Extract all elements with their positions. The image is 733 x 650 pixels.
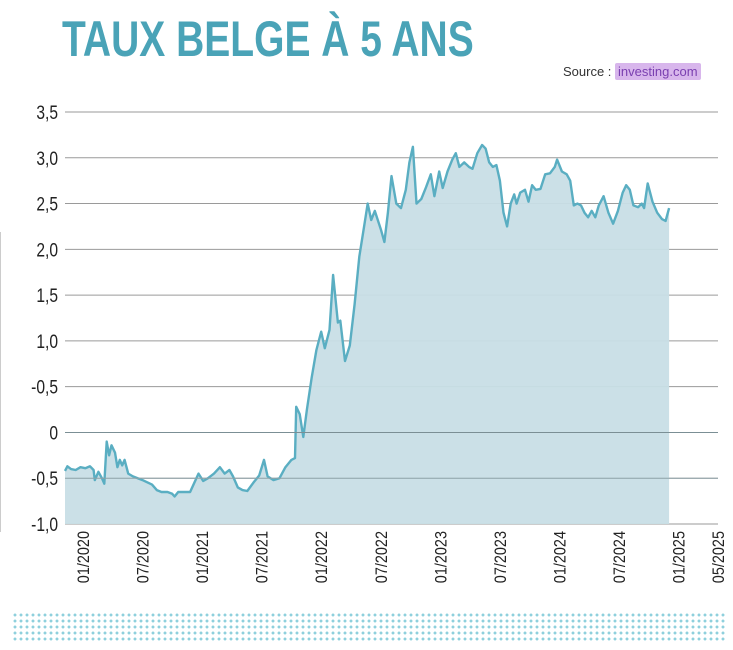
chart-svg: 3,53,02,52,01,51,0-0,50-0,5-1,0 01/2020 0… [31, 102, 728, 584]
x-tick-label: 07/2021 [254, 531, 272, 583]
y-tick-label: 2,5 [36, 193, 58, 215]
x-tick-label: 05/2025 [710, 531, 728, 583]
y-tick-label: 3,5 [36, 102, 58, 124]
source-label: Source : [563, 64, 612, 79]
chart-title: TAUX BELGE À 5 ANS [62, 11, 474, 67]
source-link[interactable]: investing.com [615, 63, 701, 80]
y-axis-labels: 3,5 3,0 2,5 2,0 1,5 1,0 -0,5 0 -0,5 -1,0 [31, 102, 58, 536]
series-area-fill [65, 145, 670, 524]
x-tick-label: 07/2020 [134, 531, 152, 583]
dotted-footer-band [12, 612, 726, 642]
series-line [63, 143, 671, 498]
area-layer [63, 143, 718, 524]
y-tick-label: -0,5 [31, 468, 58, 490]
y-tick-label: 3,0 [36, 147, 58, 169]
source-credit: Source : investing.com [563, 63, 701, 80]
left-edge-rule [0, 232, 1, 532]
x-tick-label: 07/2024 [611, 531, 629, 583]
x-tick-label: 01/2021 [194, 531, 212, 583]
x-tick-label: 07/2022 [373, 531, 391, 583]
y-tick-label: 1,5 [36, 285, 58, 307]
y-tick-label: 2,0 [36, 239, 58, 261]
y-tick-label: 1,0 [36, 330, 58, 352]
x-tick-label: 01/2024 [552, 531, 570, 583]
x-tick-label: 01/2022 [313, 531, 331, 583]
x-axis-labels: 01/2020 07/2020 01/2021 07/2021 01/2022 07/20… [75, 531, 728, 583]
y-tick-label: -1,0 [31, 514, 58, 536]
y-tick-label: -0,5 [31, 376, 58, 398]
x-tick-label: 01/2023 [432, 531, 450, 583]
x-tick-label: 01/2020 [75, 531, 93, 583]
x-tick-label: 07/2023 [492, 531, 510, 583]
x-tick-label: 01/2025 [671, 531, 689, 583]
y-tick-label: 0 [49, 422, 58, 444]
